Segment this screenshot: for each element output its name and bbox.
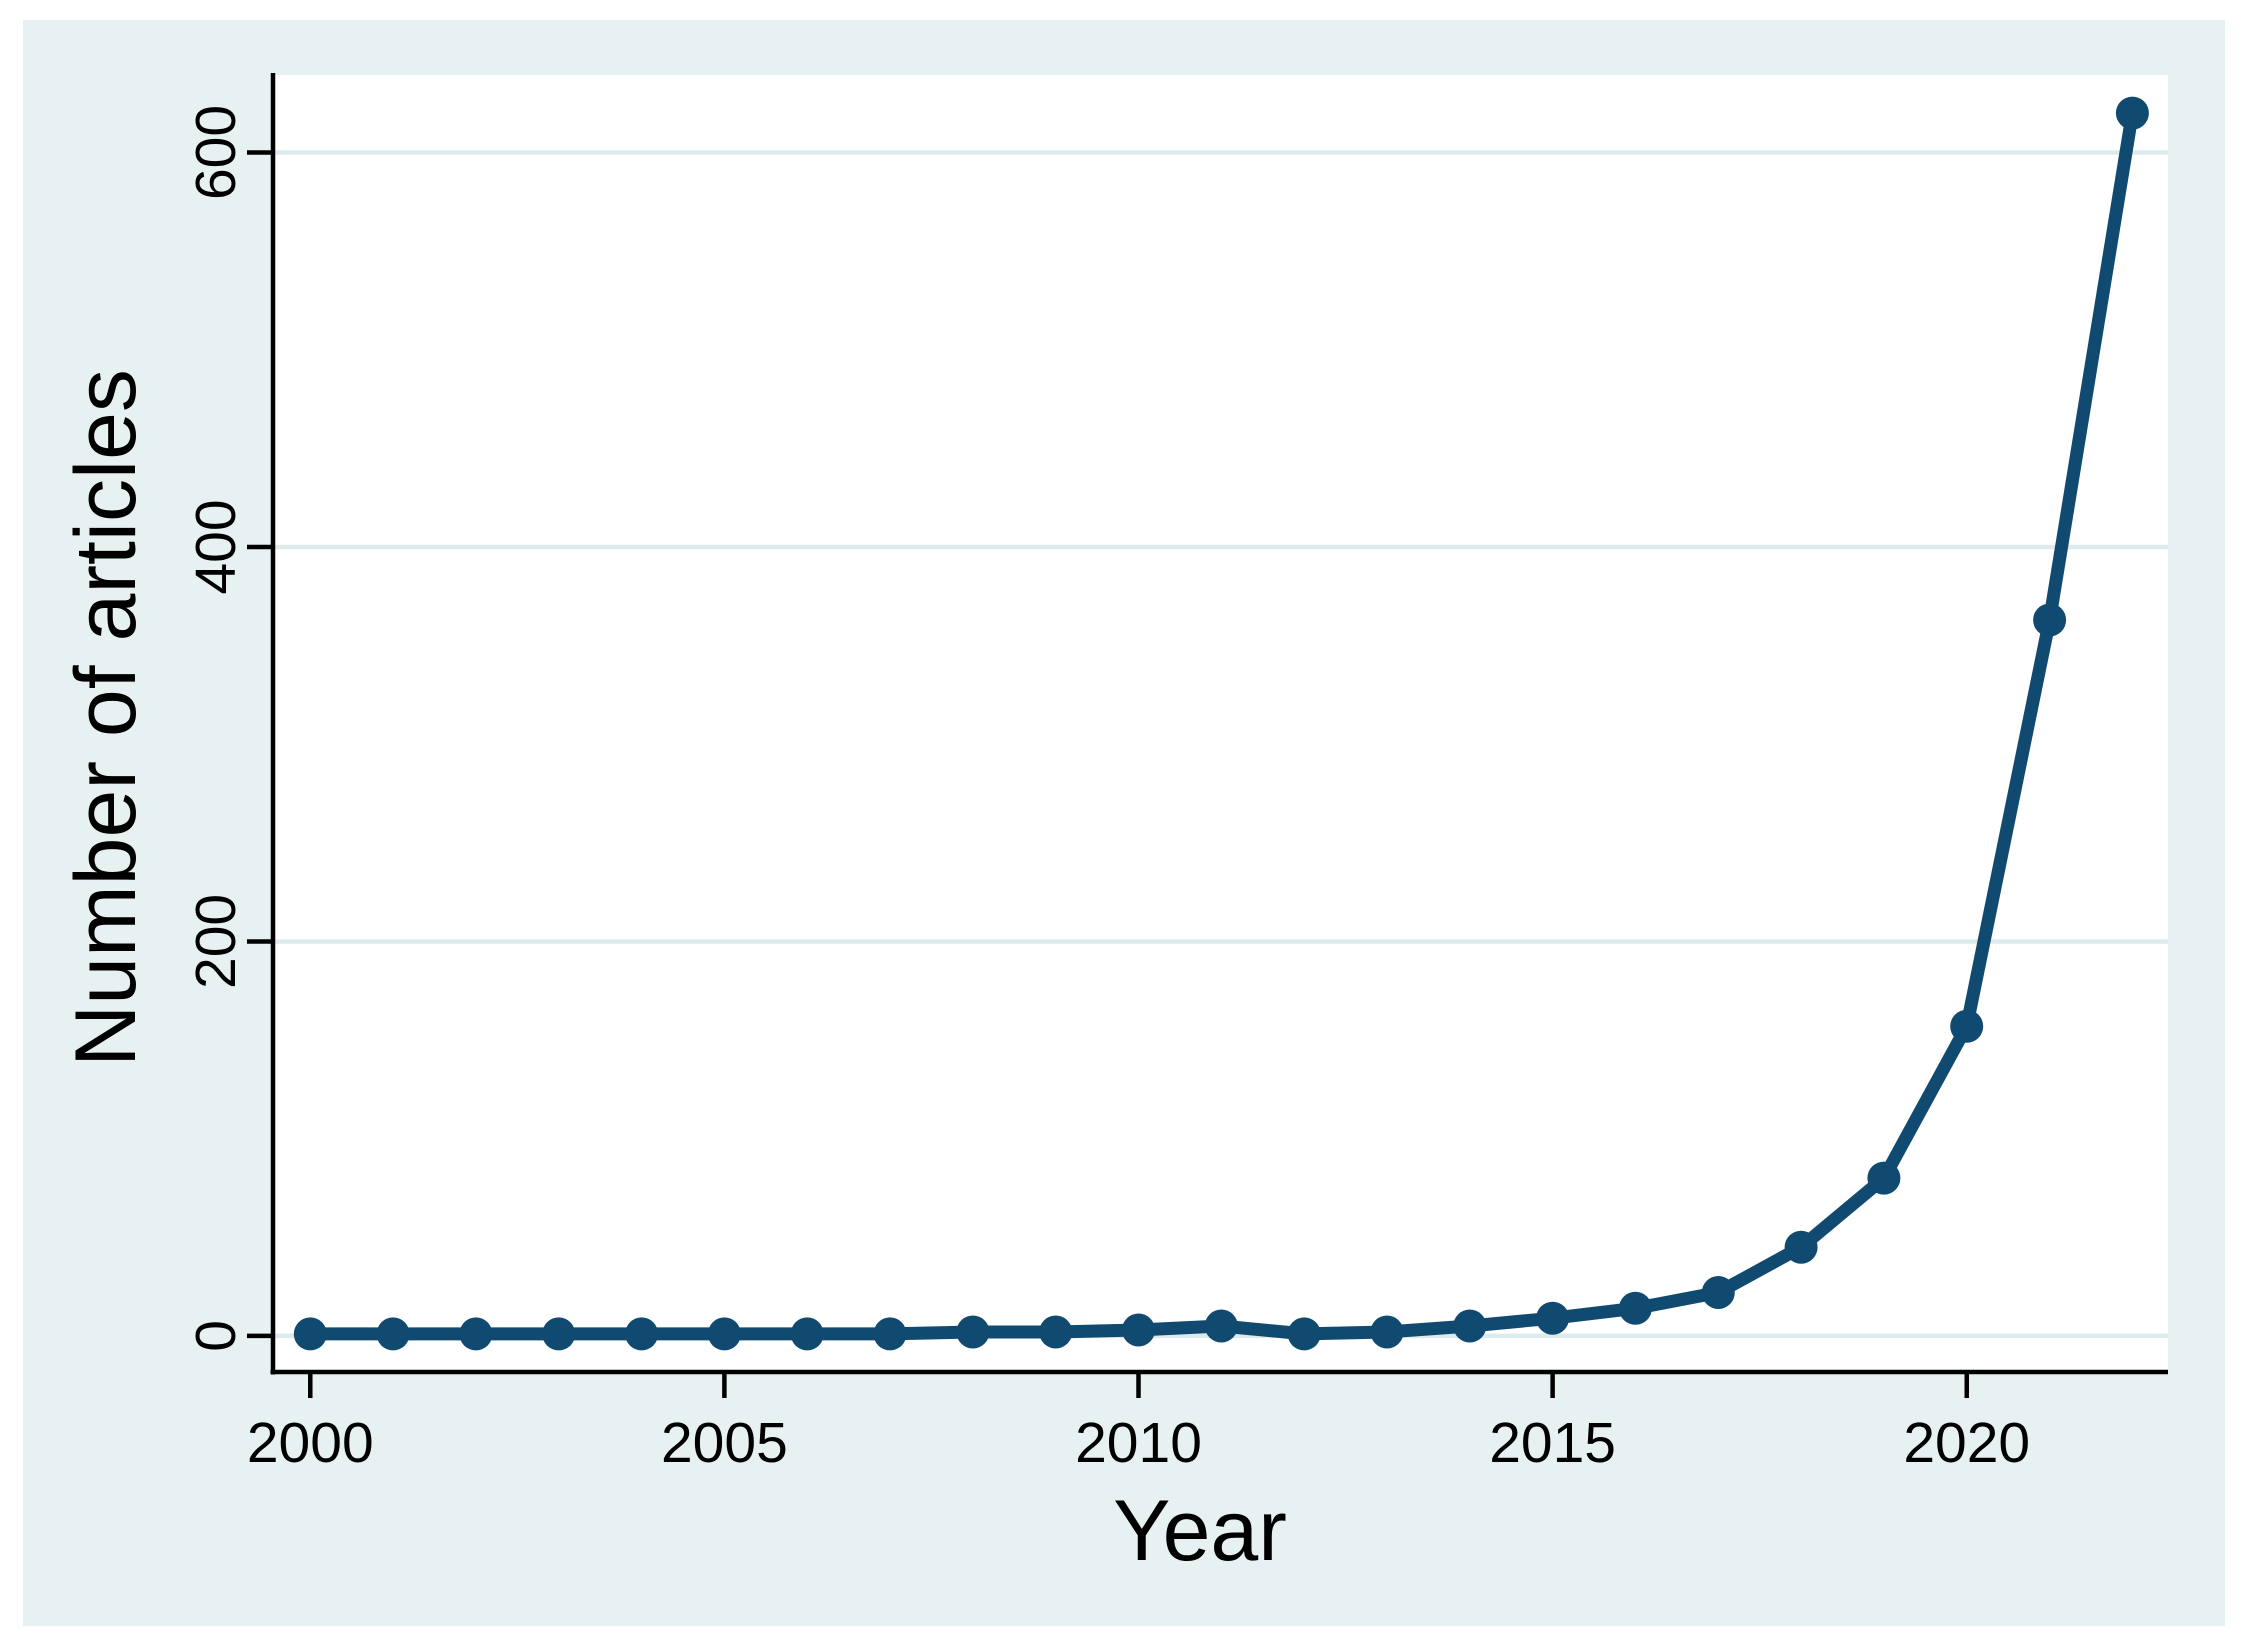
data-point-2010 bbox=[1122, 1313, 1155, 1347]
data-point-2004 bbox=[625, 1317, 659, 1351]
data-point-2017 bbox=[1701, 1276, 1735, 1309]
data-point-2018 bbox=[1784, 1230, 1818, 1264]
data-series bbox=[293, 96, 2149, 1351]
data-point-2002 bbox=[459, 1317, 493, 1351]
plot-area bbox=[273, 75, 2168, 1372]
data-point-2012 bbox=[1287, 1317, 1321, 1351]
tick-labels: 0 200 400 600 2000 2005 2010 2015 2020 bbox=[184, 105, 2030, 1475]
data-point-2015 bbox=[1536, 1301, 1570, 1335]
data-point-2022 bbox=[2115, 96, 2149, 130]
data-point-2011 bbox=[1204, 1309, 1238, 1343]
data-point-2013 bbox=[1370, 1315, 1404, 1349]
y-axis-title: Number of articles bbox=[58, 369, 154, 1067]
data-point-2003 bbox=[542, 1317, 576, 1351]
y-tick-label: 400 bbox=[184, 499, 248, 594]
data-point-2006 bbox=[790, 1317, 824, 1351]
data-point-2020 bbox=[1950, 1009, 1984, 1043]
x-tick-label: 2020 bbox=[1903, 1411, 2030, 1475]
x-tick-label: 2015 bbox=[1489, 1411, 1616, 1475]
tick-marks bbox=[247, 150, 1969, 1398]
data-point-2001 bbox=[376, 1317, 410, 1351]
x-tick-label: 2005 bbox=[661, 1411, 788, 1475]
x-tick-label: 2010 bbox=[1075, 1411, 1202, 1475]
x-tick-label: 2000 bbox=[247, 1411, 374, 1475]
data-point-2009 bbox=[1039, 1315, 1073, 1349]
data-point-2021 bbox=[2033, 603, 2067, 637]
data-point-2016 bbox=[1618, 1291, 1652, 1325]
y-tick-label: 600 bbox=[184, 105, 248, 200]
y-tick-label: 200 bbox=[184, 894, 248, 989]
data-point-2014 bbox=[1453, 1309, 1487, 1343]
data-point-2008 bbox=[956, 1315, 990, 1349]
data-point-2000 bbox=[293, 1317, 327, 1351]
data-point-2005 bbox=[707, 1317, 741, 1351]
axes bbox=[270, 73, 2168, 1375]
data-point-2019 bbox=[1867, 1161, 1901, 1195]
x-axis-title: Year bbox=[1113, 1483, 1287, 1579]
data-point-2007 bbox=[873, 1317, 907, 1351]
y-tick-label: 0 bbox=[184, 1320, 248, 1352]
